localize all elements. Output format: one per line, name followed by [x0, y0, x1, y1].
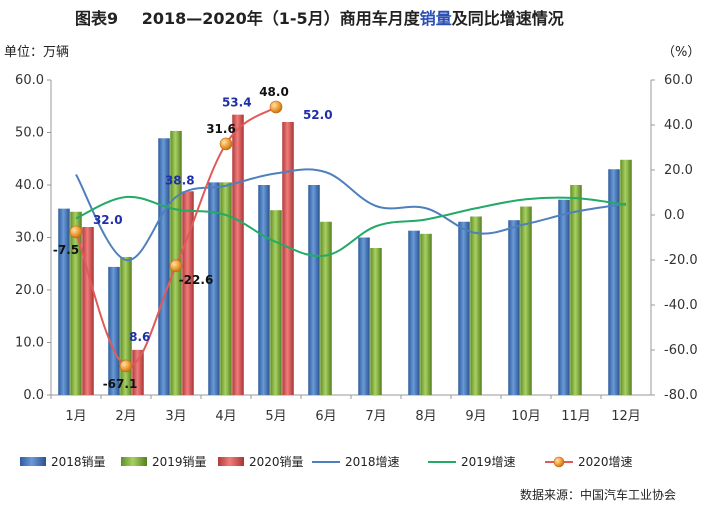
x-tick-label: 1月 — [65, 409, 86, 424]
right-tick-label: -60.0 — [664, 343, 698, 358]
bar-data-label: 52.0 — [303, 108, 333, 122]
bar-2018销量 — [508, 220, 520, 395]
legend-label: 2020销量 — [249, 455, 304, 469]
legend-swatch-bar — [20, 457, 46, 466]
line-data-label: -7.5 — [53, 243, 79, 257]
bar-2018销量 — [258, 185, 270, 395]
bar-2019销量 — [220, 182, 232, 395]
bar-data-label: 38.8 — [165, 173, 195, 187]
bar-2019销量 — [470, 216, 482, 395]
left-tick-label: 0.0 — [23, 388, 44, 403]
title-main: 2018—2020年（1-5月）商用车月度 — [142, 9, 421, 28]
bar-2018销量 — [58, 208, 70, 395]
title-highlight: 销量 — [420, 9, 452, 28]
x-tick-label: 7月 — [365, 409, 386, 424]
left-tick-label: 50.0 — [15, 126, 44, 141]
bar-2018销量 — [558, 199, 570, 395]
bar-2019销量 — [620, 159, 632, 395]
bar-2019销量 — [70, 211, 82, 395]
point-2020增速 — [269, 100, 283, 114]
right-tick-labels: -80.0 -60.0 -40.0 -20.0 0.0 20.0 40.0 60.0 — [651, 73, 698, 403]
x-tick-label: 11月 — [561, 409, 591, 424]
bar-2020销量 — [132, 349, 144, 395]
right-tick-label: -40.0 — [664, 298, 698, 313]
bar-2020销量 — [232, 114, 244, 396]
left-tick-label: 20.0 — [15, 283, 44, 298]
title-prefix: 图表9 — [75, 9, 118, 28]
legend: 2018销量 2019销量 2020销量 2018增速 2019增速 2020增速 — [20, 455, 633, 469]
line-2019增速 — [75, 195, 627, 258]
bar-2018销量 — [458, 221, 470, 395]
bar-2019销量 — [420, 233, 432, 395]
data-label-layer: 32.0 8.6 38.8 53.4 52.0 -7.5 -67.1 -22.6 31.6 48.… — [53, 85, 333, 391]
bar-2019销量 — [120, 256, 132, 395]
point-2020增速 — [119, 359, 133, 373]
title-suffix: 及同比增速情况 — [452, 9, 564, 28]
bar-layer — [58, 114, 632, 396]
bar-2020销量 — [282, 122, 294, 395]
bar-2018销量 — [308, 185, 320, 395]
bar-data-label: 32.0 — [93, 213, 123, 227]
bar-2018销量 — [408, 230, 420, 395]
left-tick-label: 10.0 — [15, 336, 44, 351]
point-2020增速 — [219, 137, 233, 151]
line-data-label: -67.1 — [103, 377, 138, 391]
source-note: 数据来源：中国汽车工业协会 — [520, 487, 676, 502]
line-2020增速 — [75, 106, 277, 368]
right-tick-label: -20.0 — [664, 253, 698, 268]
right-tick-label: 20.0 — [664, 163, 693, 178]
left-tick-label: 60.0 — [15, 73, 44, 88]
legend-swatch-bar — [121, 457, 147, 466]
x-tick-label: 10月 — [511, 409, 541, 424]
x-tick-label: 4月 — [215, 409, 236, 424]
legend-label: 2019增速 — [461, 455, 516, 469]
legend-label: 2020增速 — [578, 455, 633, 469]
right-tick-label: -80.0 — [664, 388, 698, 403]
line-layer — [69, 100, 627, 373]
legend-label: 2018销量 — [51, 455, 106, 469]
legend-label: 2018增速 — [345, 455, 400, 469]
point-2020增速 — [169, 259, 183, 273]
legend-swatch-bar — [218, 457, 244, 466]
bar-2019销量 — [520, 206, 532, 395]
right-tick-label: 60.0 — [664, 73, 693, 88]
bar-2020销量 — [182, 191, 194, 395]
right-axis-unit: （%） — [662, 45, 700, 60]
right-tick-label: 0.0 — [664, 208, 685, 223]
legend-swatch-marker — [553, 456, 565, 468]
bar-data-label: 8.6 — [129, 330, 150, 344]
left-axis-unit: 单位：万辆 — [4, 45, 69, 60]
right-tick-label: 40.0 — [664, 118, 693, 133]
left-tick-label: 30.0 — [15, 231, 44, 246]
x-tick-label: 9月 — [465, 409, 486, 424]
x-tick-label: 8月 — [415, 409, 436, 424]
left-tick-labels: 0.0 10.0 20.0 30.0 40.0 50.0 60.0 — [15, 73, 51, 403]
bar-2019销量 — [570, 185, 582, 395]
x-tick-label: 5月 — [265, 409, 286, 424]
x-tick-label: 12月 — [611, 409, 641, 424]
bar-2019销量 — [370, 248, 382, 395]
line-data-label: -22.6 — [179, 273, 214, 287]
bar-2019销量 — [270, 210, 282, 395]
left-tick-label: 40.0 — [15, 178, 44, 193]
x-tick-label: 6月 — [315, 409, 336, 424]
point-2020增速 — [69, 225, 83, 239]
bar-2018销量 — [358, 237, 370, 395]
x-tick-label: 3月 — [165, 409, 186, 424]
chart-title: 图表9 2018—2020年（1-5月）商用车月度销量及同比增速情况 — [75, 9, 564, 28]
bar-2018销量 — [108, 266, 120, 395]
line-data-label: 48.0 — [259, 85, 289, 99]
bar-data-label: 53.4 — [222, 96, 252, 110]
x-tick-label: 2月 — [115, 409, 136, 424]
x-tick-labels: 1月 2月 3月 4月 5月 6月 7月 8月 9月 10月 11月 12月 — [50, 395, 641, 424]
bar-2019销量 — [320, 221, 332, 395]
bar-2018销量 — [608, 169, 620, 395]
bar-2020销量 — [82, 227, 94, 395]
line-2018增速 — [75, 168, 627, 262]
line-data-label: 31.6 — [206, 122, 236, 136]
bar-2018销量 — [208, 182, 220, 395]
legend-label: 2019销量 — [152, 455, 207, 469]
bar-2018销量 — [158, 138, 170, 395]
